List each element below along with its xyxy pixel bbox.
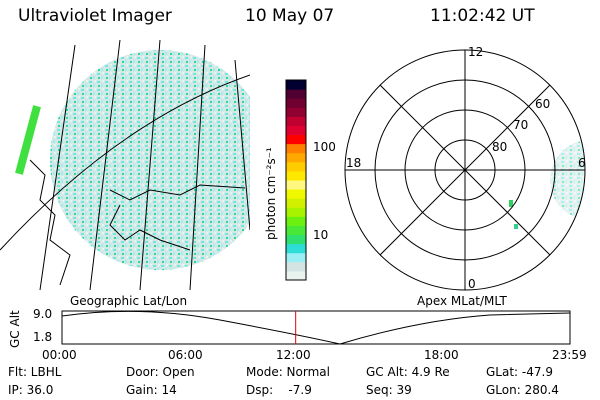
mlat-70-label: 70 bbox=[513, 118, 529, 132]
gc-alt: GC Alt: 4.9 Re bbox=[366, 365, 450, 379]
altitude-plot bbox=[61, 310, 571, 345]
colorbar-swatch bbox=[286, 252, 306, 263]
polar-grid bbox=[344, 49, 586, 291]
door: Door: Open bbox=[126, 365, 195, 379]
tick-1200: 12:00 bbox=[276, 348, 311, 362]
instrument-title: Ultraviolet Imager bbox=[18, 6, 172, 26]
colorbar-swatch bbox=[286, 270, 306, 281]
time-label: 11:02:42 UT bbox=[430, 6, 535, 26]
glon: GLon: 280.4 bbox=[486, 383, 559, 397]
colorbar-frame bbox=[285, 79, 307, 281]
colorbar-swatch bbox=[286, 261, 306, 272]
dsp: Dsp: -7.9 bbox=[246, 383, 312, 397]
colorbar-swatch bbox=[286, 161, 306, 172]
colorbar-swatch bbox=[286, 98, 306, 108]
mlt-12-label: 12 bbox=[468, 45, 484, 59]
colorbar-swatch bbox=[286, 225, 306, 236]
colorbar-swatch bbox=[286, 143, 306, 154]
colorbar-unit: photon cm⁻²s⁻¹ bbox=[264, 147, 278, 240]
colorbar-swatch bbox=[286, 134, 306, 145]
geographic-label: Geographic Lat/Lon bbox=[70, 294, 188, 308]
gc-alt-axis-label: GC Alt bbox=[8, 310, 22, 348]
y-min-label: 1.8 bbox=[33, 330, 53, 344]
colorbar-tick-100: 100 bbox=[313, 140, 336, 154]
seq: Seq: 39 bbox=[366, 383, 412, 397]
colorbar-swatch bbox=[286, 216, 306, 226]
ip: IP: 36.0 bbox=[8, 383, 54, 397]
colorbar-swatch bbox=[286, 89, 306, 99]
mlt-18-label: 18 bbox=[346, 156, 362, 170]
colorbar-swatch bbox=[286, 107, 306, 117]
colorbar-swatch bbox=[286, 116, 306, 126]
colorbar-swatch bbox=[286, 234, 306, 245]
colorbar-swatch bbox=[286, 170, 306, 181]
colorbar-swatch bbox=[286, 198, 306, 208]
glat: GLat: -47.9 bbox=[486, 365, 553, 379]
mlt-0-label: 0 bbox=[468, 277, 476, 291]
tick-1800: 18:00 bbox=[424, 348, 459, 362]
date-label: 10 May 07 bbox=[245, 6, 335, 26]
tick-0600: 06:00 bbox=[168, 348, 203, 362]
filter: Flt: LBHL bbox=[8, 365, 62, 379]
colorbar-swatch bbox=[286, 207, 306, 217]
colorbar-swatch bbox=[286, 189, 306, 199]
colorbar-tick-10: 10 bbox=[313, 228, 329, 242]
colorbar-swatch bbox=[286, 125, 306, 136]
mlat-60-label: 60 bbox=[535, 97, 551, 111]
gain: Gain: 14 bbox=[126, 383, 177, 397]
y-max-label: 9.0 bbox=[33, 307, 53, 321]
colorbar-swatch bbox=[286, 80, 306, 90]
tick-0000: 00:00 bbox=[42, 348, 77, 362]
colorbar-swatch bbox=[286, 243, 306, 254]
tick-2359: 23:59 bbox=[552, 348, 587, 362]
mlt-6-label: 6 bbox=[578, 156, 586, 170]
colorbar-swatch bbox=[286, 180, 306, 190]
colorbar-swatch bbox=[286, 152, 306, 163]
mlat-80-label: 80 bbox=[492, 140, 508, 154]
colorbar bbox=[285, 79, 307, 281]
mode: Mode: Normal bbox=[246, 365, 330, 379]
geographic-image bbox=[0, 40, 250, 290]
apex-label: Apex MLat/MLT bbox=[417, 294, 507, 308]
